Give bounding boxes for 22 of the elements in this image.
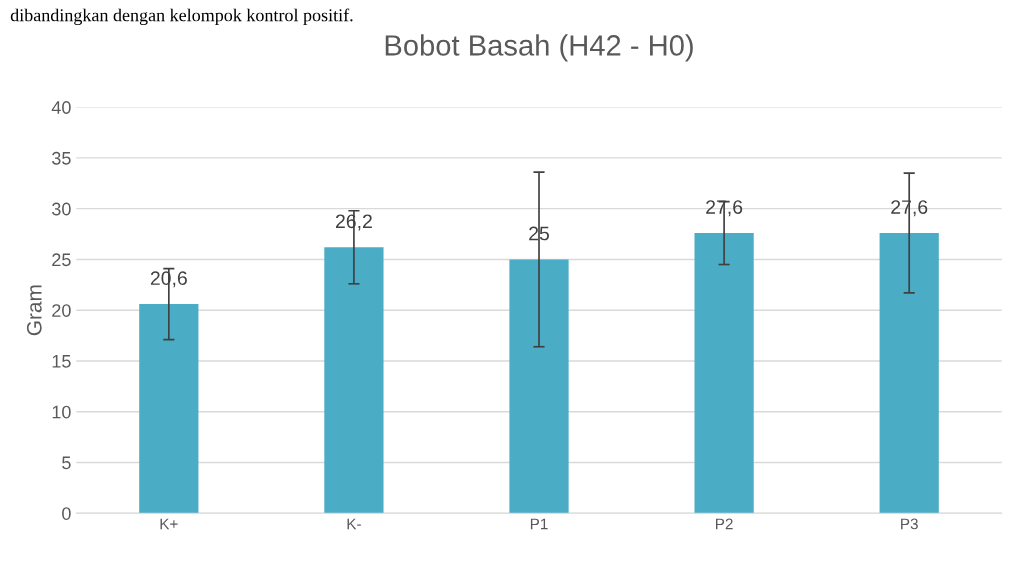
chart-title: Bobot Basah (H42 - H0) [385, 34, 693, 62]
bar [694, 233, 754, 514]
y-axis-title: Gram [26, 285, 42, 336]
y-tick-label: 10 [52, 405, 71, 419]
x-tick-label: P3 [901, 518, 918, 530]
y-tick-label: 0 [62, 507, 71, 520]
bar [879, 233, 939, 514]
x-tick-label: K+ [160, 518, 178, 530]
bar [324, 247, 384, 514]
y-tick-label: 40 [51, 101, 71, 114]
text: dibandingkan dengan kelompok kontrol positif. [10, 8, 353, 26]
y-tick-label: 15 [52, 355, 71, 368]
bar [139, 304, 199, 514]
y-tick-label: 30 [52, 202, 71, 216]
y-tick-label: 35 [52, 151, 71, 165]
y-tick-label: 20 [52, 304, 71, 317]
y-tick-label: 25 [52, 253, 71, 267]
y-tick-label: 5 [62, 456, 71, 470]
x-tick-label: P1 [530, 518, 548, 530]
x-tick-label: K- [347, 518, 361, 530]
bar [509, 259, 569, 514]
x-tick-label: P2 [716, 518, 733, 530]
